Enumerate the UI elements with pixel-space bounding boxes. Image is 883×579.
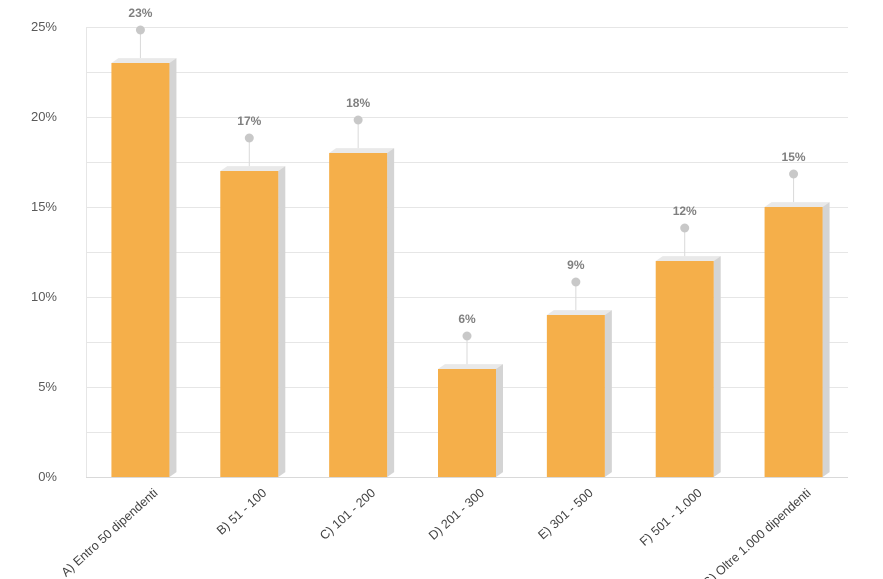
bar-side [169,58,177,477]
bar [438,364,503,477]
y-tick-label: 10% [31,289,57,304]
bar-top [764,202,830,207]
bar-top [329,148,395,153]
data-label: 23% [128,6,152,20]
data-label-marker [353,115,363,125]
bar-side [822,202,830,477]
bar-side [604,310,612,477]
bar-side [278,166,286,477]
x-category-label: B) 51 - 100 [214,486,269,538]
bar-top [220,166,286,171]
data-label: 12% [673,204,697,218]
data-label: 15% [782,150,806,164]
bar-front [655,261,714,477]
x-category-label: E) 301 - 500 [535,486,596,542]
x-axis-categories: A) Entro 50 dipendenti B) 51 - 100 C) 101 … [59,486,814,579]
x-category-label: A) Entro 50 dipendenti [59,486,161,579]
bar-front [329,153,388,477]
bar-top [111,58,177,63]
bar [220,166,286,477]
bar-front [546,315,605,477]
bar-front [764,207,823,477]
data-label: 6% [458,312,476,326]
data-label-marker [789,169,799,179]
data-label: 9% [567,258,585,272]
data-label: 17% [237,114,261,128]
bar-side [387,148,395,477]
y-tick-label: 25% [31,19,57,34]
bar-front [111,63,170,477]
gridlines [86,27,848,478]
bar [764,202,830,477]
y-tick-label: 15% [31,199,57,214]
data-label-marker [462,331,472,341]
bar-top [438,364,503,369]
data-label-marker [244,133,254,143]
x-category-label: G) Oltre 1.000 dipendenti [700,486,814,579]
bar [329,148,395,477]
bar [655,256,721,477]
bar [546,310,612,477]
x-category-label: C) 101 - 200 [317,486,378,543]
data-label-marker [135,25,145,35]
bar-top [546,310,612,315]
y-tick-label: 5% [38,379,57,394]
y-axis-ticks: 0% 5% 10% 15% 20% 25% [31,19,57,484]
bar [111,58,177,477]
x-category-label: D) 201 - 300 [426,486,487,543]
x-category-label: F) 501 - 1.000 [637,486,705,549]
data-labels: 23% 17% 18% 6% 9% 12% 15% [128,6,806,365]
bar-side [496,364,503,477]
data-label-marker [680,223,690,233]
y-tick-label: 0% [38,469,57,484]
data-label-marker [571,277,581,287]
bar-front [220,171,279,477]
data-label: 18% [346,96,370,110]
bar-front [438,369,496,477]
bars [111,58,830,477]
bar-top [655,256,721,261]
y-tick-label: 20% [31,109,57,124]
bar-side [713,256,721,477]
